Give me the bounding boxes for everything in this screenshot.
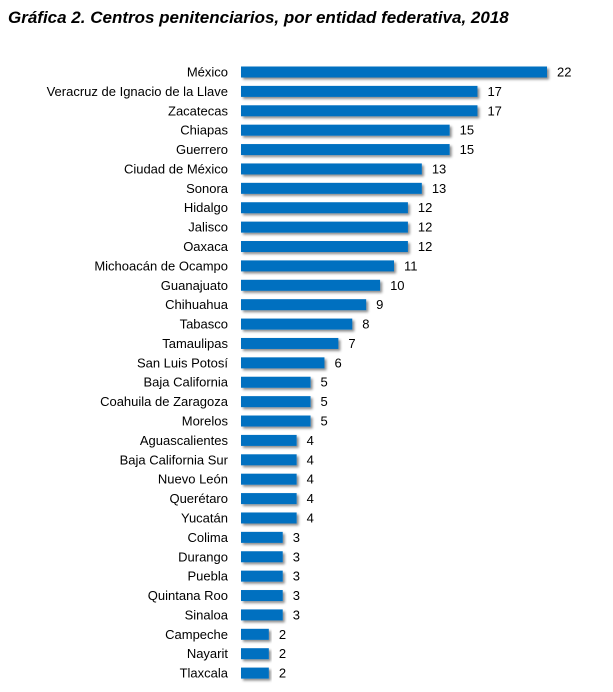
category-label: Aguascalientes <box>140 433 229 448</box>
category-label: Tlaxcala <box>180 666 229 681</box>
category-label: Campeche <box>165 627 228 642</box>
bar <box>241 202 408 214</box>
value-label: 4 <box>307 452 314 467</box>
bar <box>241 531 283 543</box>
value-label: 13 <box>432 181 446 196</box>
category-label: Nayarit <box>187 646 229 661</box>
value-label: 4 <box>307 491 314 506</box>
value-label: 6 <box>334 355 341 370</box>
bar <box>241 570 283 582</box>
value-label: 3 <box>293 588 300 603</box>
bar <box>241 609 283 621</box>
category-label: Oaxaca <box>183 239 229 254</box>
category-label: Chiapas <box>180 123 228 138</box>
value-label: 12 <box>418 239 432 254</box>
value-label: 4 <box>307 433 314 448</box>
bar <box>241 105 478 117</box>
value-label: 11 <box>404 258 418 273</box>
bar <box>241 299 367 311</box>
value-label: 3 <box>293 569 300 584</box>
value-label: 9 <box>376 297 383 312</box>
bar <box>241 551 283 563</box>
bar <box>241 415 311 427</box>
category-label: Michoacán de Ocampo <box>94 258 228 273</box>
bar <box>241 454 297 466</box>
category-label: Coahuila de Zaragoza <box>100 394 229 409</box>
value-label: 8 <box>362 317 369 332</box>
category-label: Tabasco <box>180 317 228 332</box>
category-label: Baja California <box>143 375 228 390</box>
bar <box>241 376 311 388</box>
bar <box>241 163 422 175</box>
category-label: Sinaloa <box>185 607 229 622</box>
bar <box>241 124 450 136</box>
category-label: Tamaulipas <box>162 336 228 351</box>
category-label: Ciudad de México <box>124 161 228 176</box>
value-label: 17 <box>487 103 501 118</box>
category-label: México <box>187 65 228 80</box>
bar <box>241 667 269 679</box>
bar <box>241 318 353 330</box>
category-label: Jalisco <box>188 220 228 235</box>
value-label: 22 <box>557 65 571 80</box>
bar <box>241 493 297 505</box>
chart-title: Gráfica 2. Centros penitenciarios, por e… <box>8 8 509 27</box>
bar <box>241 85 478 97</box>
bar <box>241 241 408 253</box>
bar <box>241 512 297 524</box>
category-label: Querétaro <box>169 491 228 506</box>
value-label: 3 <box>293 549 300 564</box>
value-label: 3 <box>293 607 300 622</box>
bar <box>241 221 408 233</box>
value-label: 7 <box>348 336 355 351</box>
value-label: 2 <box>279 666 286 681</box>
category-label: Veracruz de Ignacio de la Llave <box>47 84 228 99</box>
category-label: Hidalgo <box>184 200 228 215</box>
bar <box>241 357 325 369</box>
bar <box>241 434 297 446</box>
value-label: 2 <box>279 646 286 661</box>
bar <box>241 337 339 349</box>
bar <box>241 279 381 291</box>
category-label: Chihuahua <box>165 297 229 312</box>
value-label: 13 <box>432 161 446 176</box>
value-label: 12 <box>418 200 432 215</box>
category-label: Sonora <box>186 181 229 196</box>
bar <box>241 66 547 78</box>
bar <box>241 473 297 485</box>
value-label: 5 <box>321 394 328 409</box>
bar <box>241 396 311 408</box>
value-label: 15 <box>460 142 474 157</box>
value-label: 12 <box>418 220 432 235</box>
value-label: 4 <box>307 472 314 487</box>
value-label: 2 <box>279 627 286 642</box>
value-label: 4 <box>307 510 314 525</box>
category-label: San Luis Potosí <box>137 355 228 370</box>
category-label: Colima <box>188 530 229 545</box>
category-label: Quintana Roo <box>148 588 228 603</box>
bar <box>241 648 269 660</box>
category-label: Zacatecas <box>168 103 228 118</box>
bar <box>241 144 450 156</box>
bar <box>241 260 394 272</box>
bar <box>241 628 269 640</box>
value-label: 15 <box>460 123 474 138</box>
value-label: 17 <box>487 84 501 99</box>
bar <box>241 182 422 194</box>
value-label: 3 <box>293 530 300 545</box>
category-label: Durango <box>178 549 228 564</box>
category-label: Puebla <box>188 569 229 584</box>
category-label: Yucatán <box>181 510 228 525</box>
value-label: 10 <box>390 278 404 293</box>
value-label: 5 <box>321 375 328 390</box>
category-label: Nuevo León <box>158 472 228 487</box>
value-label: 5 <box>321 414 328 429</box>
category-label: Morelos <box>182 414 229 429</box>
category-label: Guerrero <box>176 142 228 157</box>
category-label: Baja California Sur <box>120 452 229 467</box>
category-label: Guanajuato <box>161 278 228 293</box>
bar <box>241 590 283 602</box>
